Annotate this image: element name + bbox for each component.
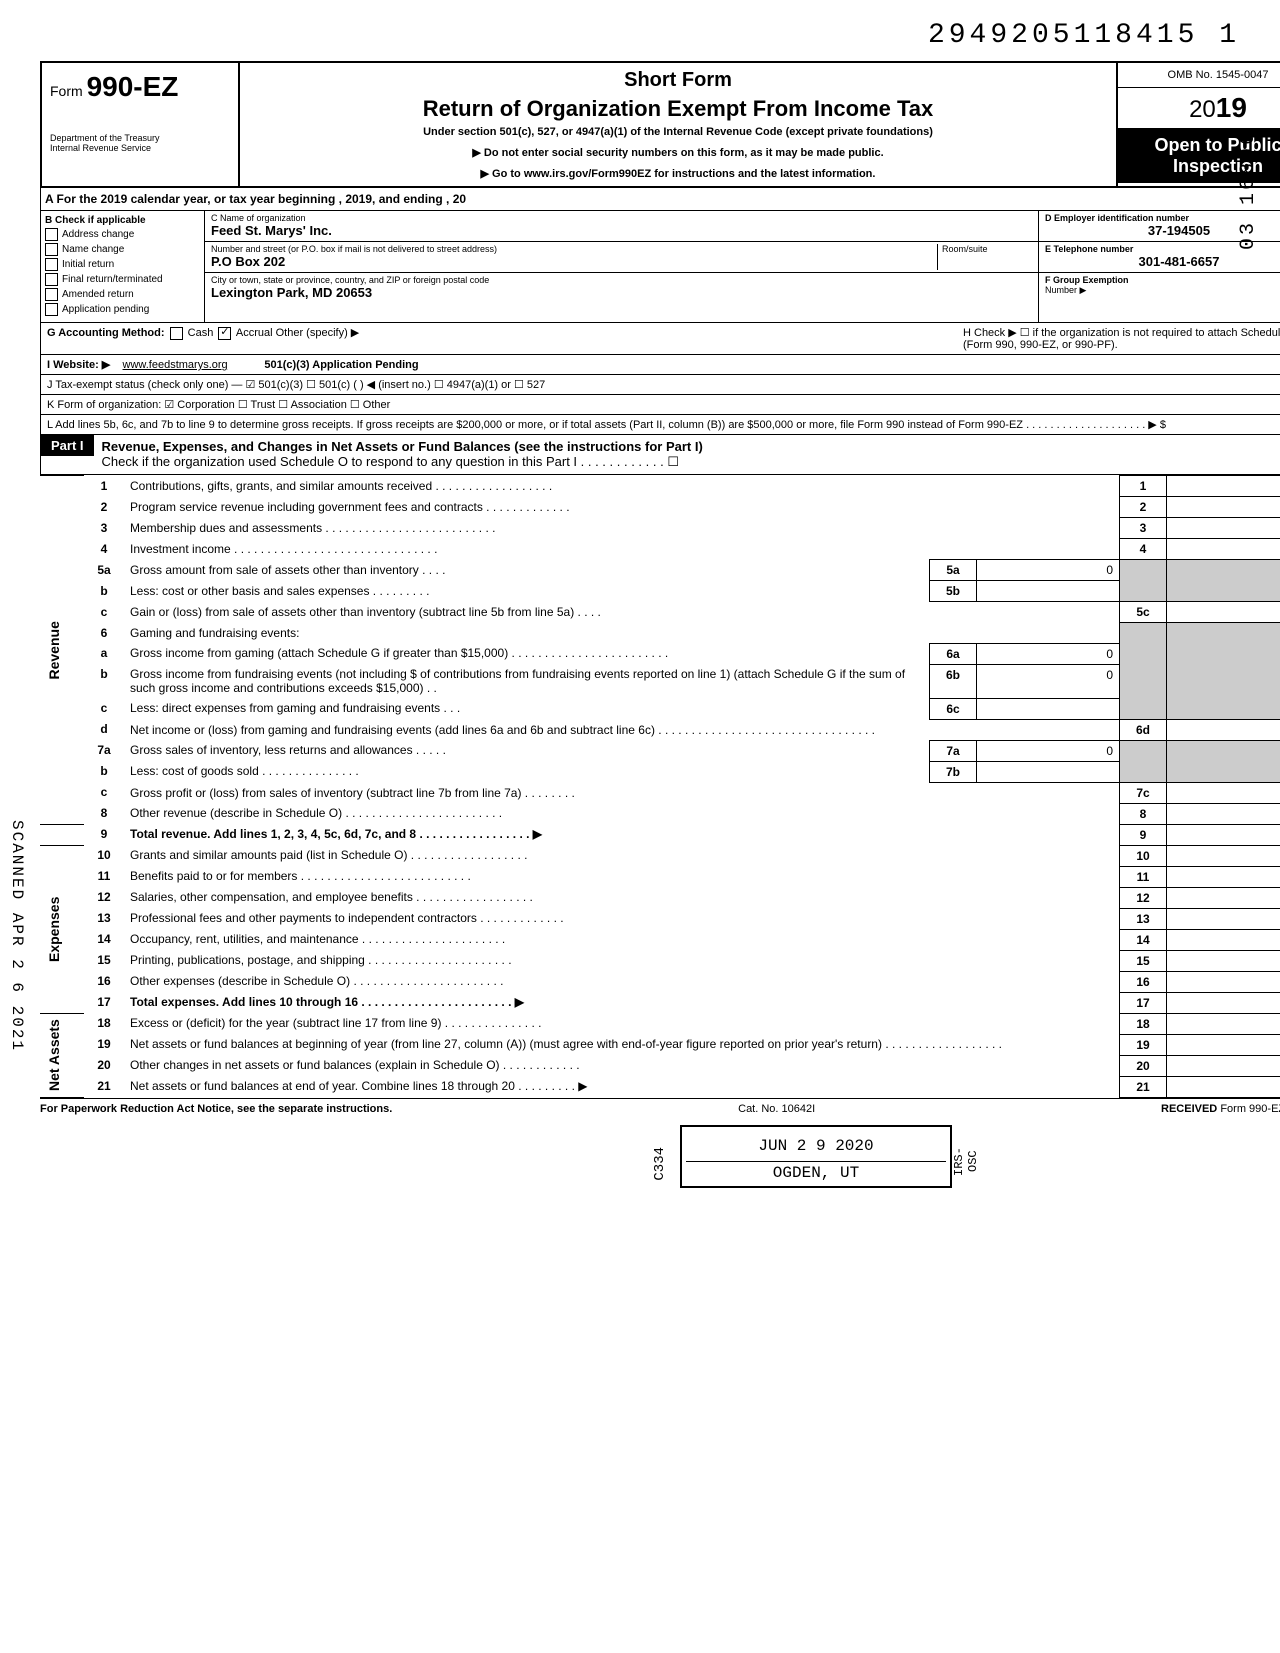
stamp-c334: C334 — [652, 1147, 668, 1181]
page-footer: For Paperwork Reduction Act Notice, see … — [40, 1098, 1280, 1115]
section-a-tax-year: A For the 2019 calendar year, or tax yea… — [40, 188, 1280, 211]
part1-title: Revenue, Expenses, and Changes in Net As… — [102, 439, 1280, 454]
form-header: Form 990-EZ Department of the Treasury I… — [40, 61, 1280, 188]
tax-year: 2019 — [1118, 88, 1280, 129]
received-stamp: C334 JUN 2 9 2020 OGDEN, UT IRS-OSC — [680, 1125, 952, 1188]
cb-cash[interactable] — [170, 327, 183, 340]
sections-bcdef: B Check if applicable Address change Nam… — [40, 211, 1280, 323]
org-name: Feed St. Marys' Inc. — [211, 223, 1032, 238]
row-k-form-org: K Form of organization: ☑ Corporation ☐ … — [40, 395, 1280, 415]
document-number: 2949205118415 1 — [40, 20, 1280, 51]
revenue-side-label: Revenue — [40, 476, 84, 825]
cb-initial-return[interactable]: Initial return — [45, 258, 200, 271]
phone-value: 301-481-6657 — [1045, 254, 1280, 269]
omb-number: OMB No. 1545-0047 — [1118, 63, 1280, 88]
row-h: H Check ▶ ☐ if the organization is not r… — [963, 326, 1280, 351]
part1-check: Check if the organization used Schedule … — [102, 454, 1280, 470]
label-group-exemption: F Group Exemption — [1045, 275, 1280, 285]
department-label: Department of the Treasury Internal Reve… — [50, 133, 230, 153]
paperwork-notice: For Paperwork Reduction Act Notice, see … — [40, 1103, 392, 1115]
part1-label: Part I — [41, 435, 94, 456]
stamp-location: OGDEN, UT — [686, 1161, 946, 1182]
stamp-irs-osc: IRS-OSC — [952, 1137, 980, 1186]
row-i-website: I Website: ▶ www.feedstmarys.org 501(c)(… — [40, 355, 1280, 375]
under-section: Under section 501(c), 527, or 4947(a)(1)… — [246, 126, 1110, 138]
label-room: Room/suite — [942, 244, 1032, 254]
lines-table: Revenue 1Contributions, gifts, grants, a… — [40, 475, 1280, 1098]
row-j-tax-status: J Tax-exempt status (check only one) — ☑… — [40, 375, 1280, 395]
cb-final-return[interactable]: Final return/terminated — [45, 273, 200, 286]
form-label: Form 990-EZ — [50, 71, 230, 103]
group-number-arrow: Number ▶ — [1045, 285, 1280, 296]
part1-header: Part I Revenue, Expenses, and Changes in… — [40, 435, 1280, 475]
expenses-side-label: Expenses — [40, 845, 84, 1013]
cb-amended-return[interactable]: Amended return — [45, 288, 200, 301]
goto-link: ▶ Go to www.irs.gov/Form990EZ for instru… — [246, 167, 1110, 180]
short-form-title: Short Form — [246, 69, 1110, 92]
row-l-gross-receipts: L Add lines 5b, 6c, and 7b to line 9 to … — [40, 415, 1280, 435]
row-g-accounting: G Accounting Method: Cash Accrual Other … — [40, 323, 1280, 355]
street-address: P.O Box 202 — [211, 254, 937, 269]
cb-accrual[interactable] — [218, 327, 231, 340]
website-value: www.feedstmarys.org — [123, 359, 228, 371]
label-org-name: C Name of organization — [211, 213, 1032, 223]
stamp-date: JUN 2 9 2020 — [686, 1137, 946, 1155]
city-state-zip: Lexington Park, MD 20653 — [211, 285, 1032, 300]
cb-application-pending[interactable]: Application pending — [45, 303, 200, 316]
cat-no: Cat. No. 10642I — [738, 1103, 815, 1115]
form-ref: RECEIVED Form 990-EZ (2019) — [1161, 1103, 1280, 1115]
cb-name-change[interactable]: Name change — [45, 243, 200, 256]
ssn-warning: ▶ Do not enter social security numbers o… — [246, 146, 1110, 159]
section-b-title: B Check if applicable — [45, 215, 200, 226]
label-street: Number and street (or P.O. box if mail i… — [211, 244, 937, 254]
label-city: City or town, state or province, country… — [211, 275, 1032, 285]
return-title: Return of Organization Exempt From Incom… — [246, 96, 1110, 122]
netassets-side-label: Net Assets — [40, 1013, 84, 1097]
cb-address-change[interactable]: Address change — [45, 228, 200, 241]
scanned-stamp: SCANNED APR 2 6 2021 — [8, 820, 26, 1052]
side-code: 03 16806 — [1237, 130, 1260, 250]
